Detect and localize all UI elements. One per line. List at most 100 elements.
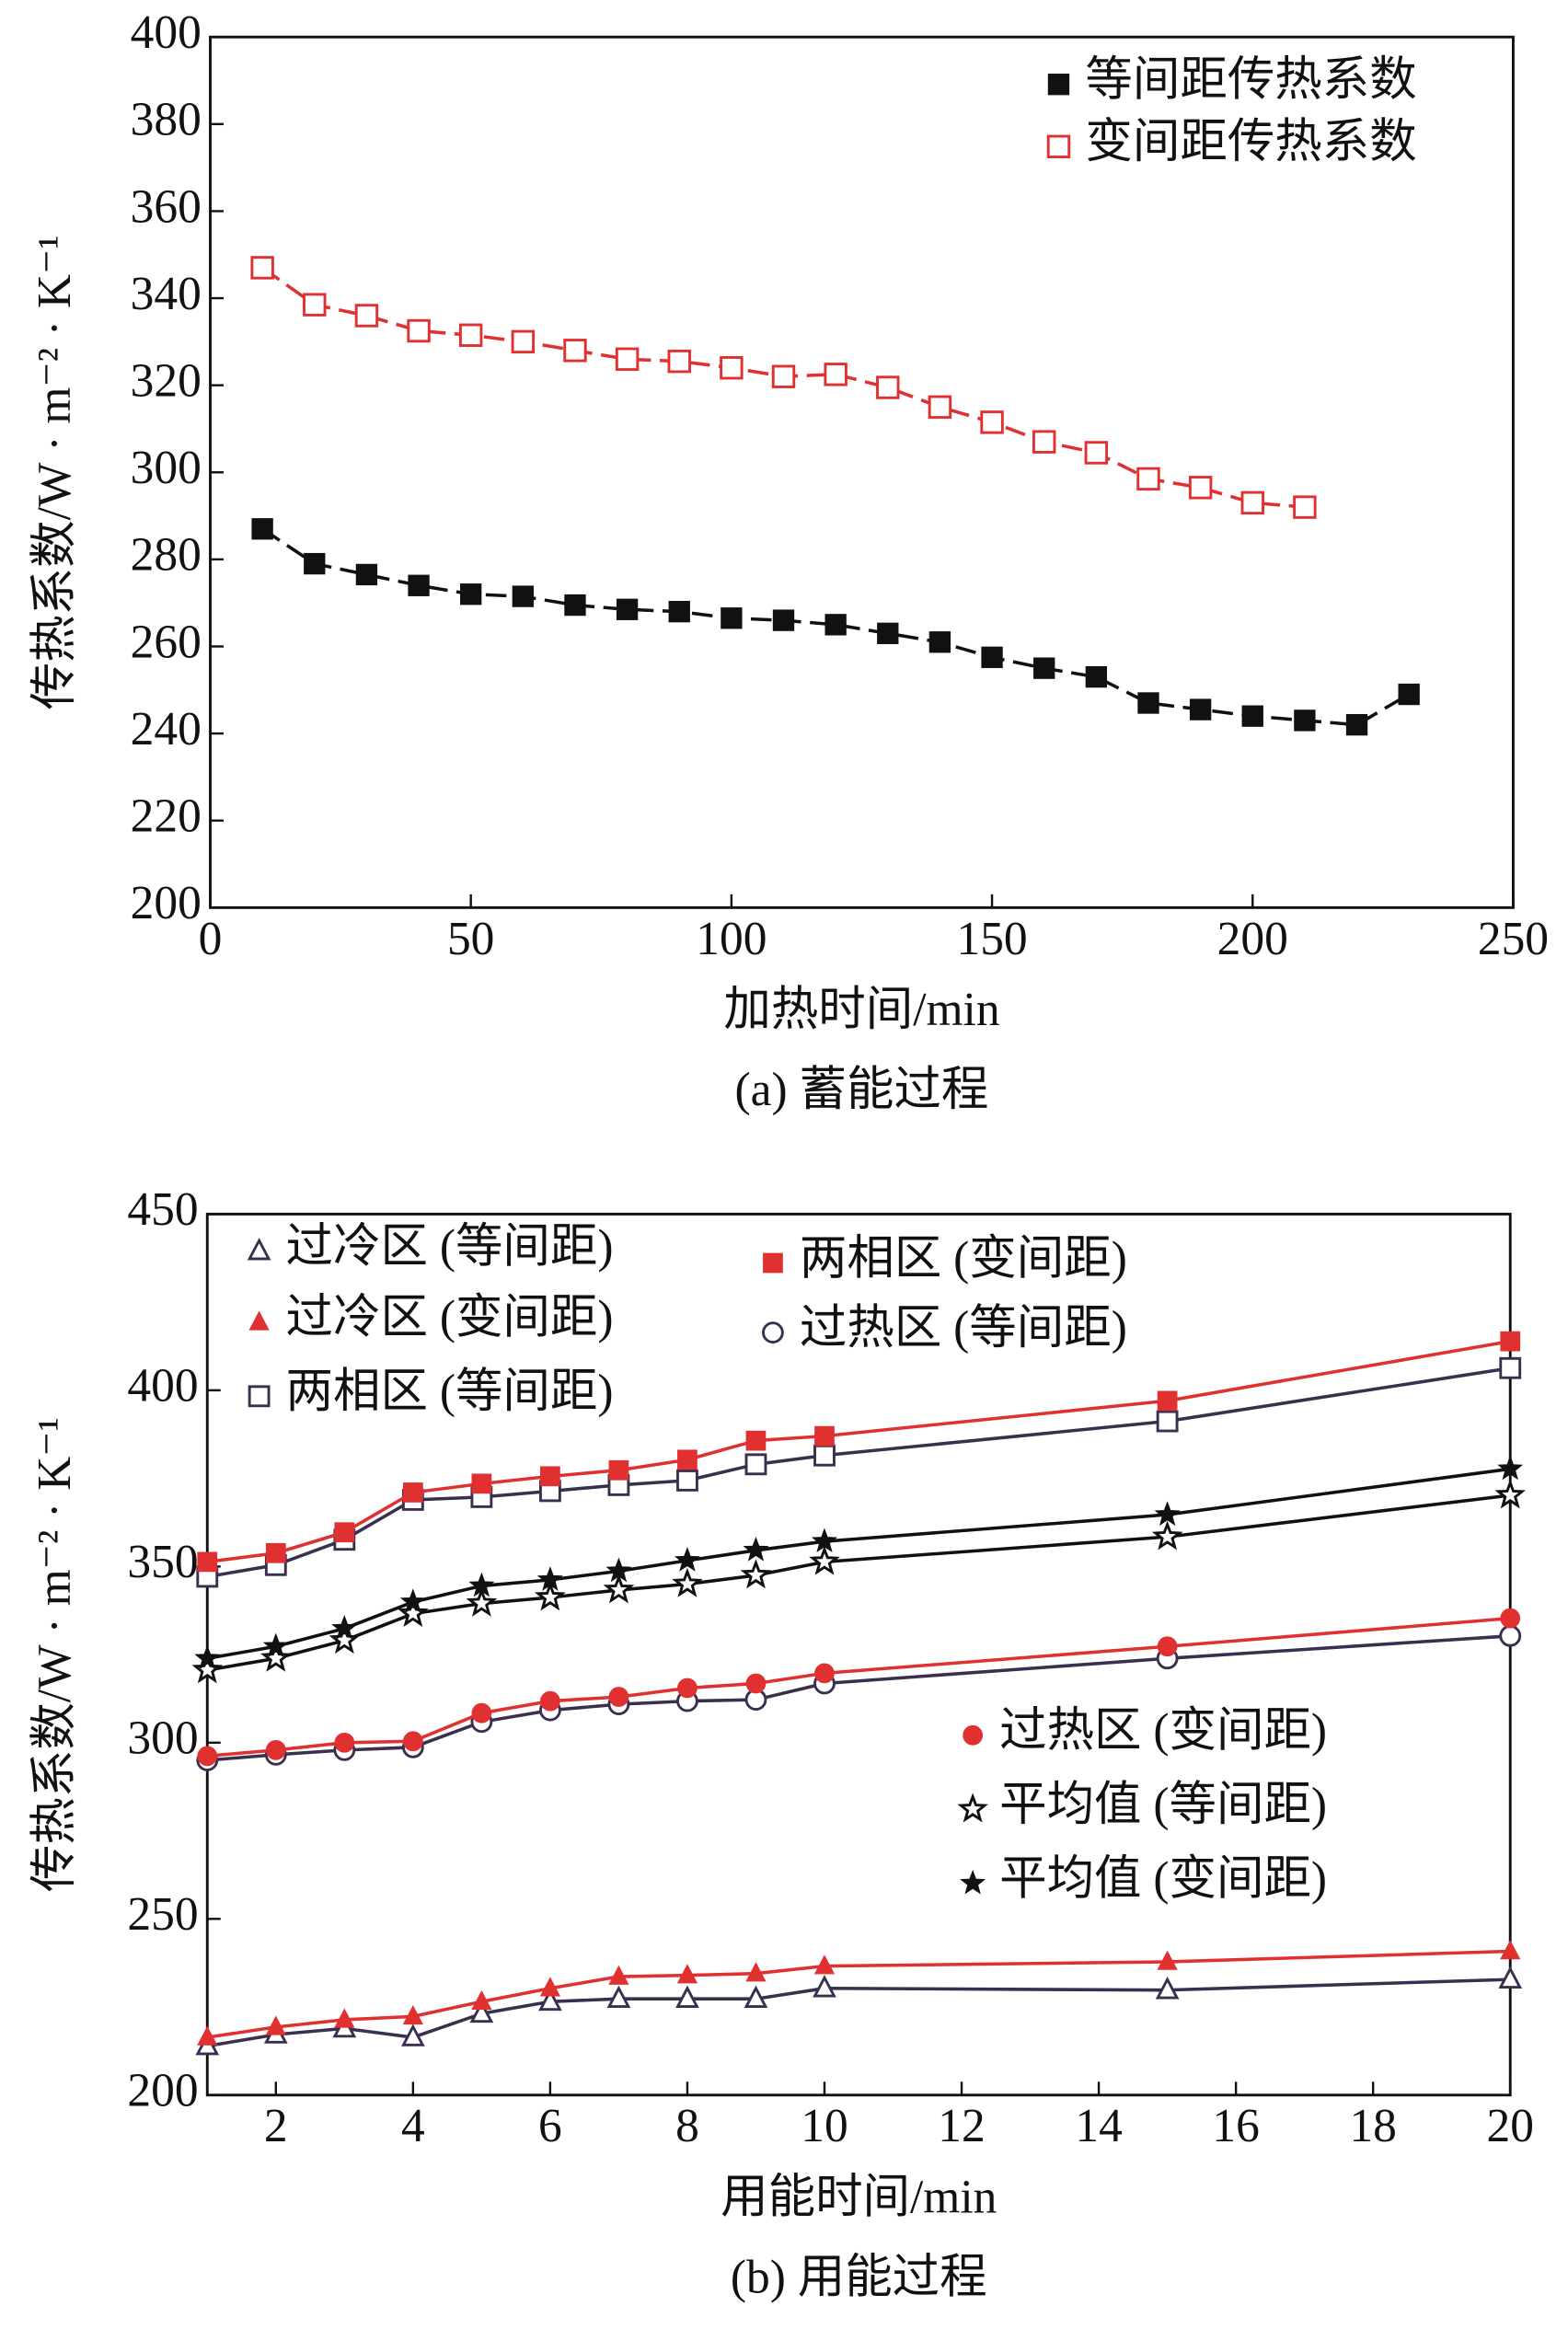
legend-label: 过热区 (变间距) — [999, 1705, 1327, 1758]
x-axis-title: 加热时间/min — [723, 984, 999, 1036]
marker — [743, 1536, 769, 1562]
marker — [408, 574, 430, 596]
marker — [534, 1581, 566, 1611]
x-tick-label: 250 — [1478, 913, 1549, 965]
marker — [334, 1522, 355, 1543]
x-tick-label: 12 — [938, 2100, 985, 2152]
marker — [824, 363, 847, 386]
marker — [1154, 1501, 1181, 1527]
marker — [400, 2023, 425, 2047]
marker — [615, 347, 640, 371]
marker — [876, 375, 900, 399]
marker — [355, 563, 378, 586]
marker — [721, 607, 743, 629]
marker — [824, 614, 847, 636]
marker — [762, 1321, 784, 1344]
series-line — [207, 1949, 1511, 2039]
x-tick-label: 6 — [538, 2100, 562, 2152]
legend-label: 过冷区 (等间距) — [286, 1220, 614, 1273]
marker — [262, 1632, 289, 1658]
marker — [668, 600, 690, 623]
marker — [1497, 1455, 1524, 1481]
marker — [1189, 698, 1212, 721]
marker — [402, 1731, 423, 1752]
marker — [402, 1482, 423, 1503]
marker — [1157, 1390, 1178, 1412]
y-tick-label: 280 — [131, 529, 202, 582]
marker — [744, 1453, 767, 1476]
marker — [1047, 74, 1070, 96]
marker — [265, 1542, 286, 1563]
marker — [512, 585, 534, 607]
x-tick-label: 10 — [801, 2100, 847, 2152]
y-tick-label: 250 — [127, 1888, 198, 1941]
marker — [334, 1732, 355, 1753]
marker — [928, 631, 951, 653]
series-line — [206, 1467, 1511, 1661]
marker — [1046, 134, 1071, 159]
marker — [1084, 441, 1109, 465]
marker — [603, 1574, 635, 1604]
marker — [745, 1962, 767, 1982]
marker — [677, 1678, 698, 1699]
marker — [675, 1985, 699, 2009]
marker — [809, 1545, 840, 1575]
marker — [1085, 665, 1108, 688]
marker — [1498, 1966, 1523, 1989]
marker — [957, 1793, 988, 1823]
marker — [538, 1988, 562, 2012]
marker — [667, 349, 691, 374]
marker — [334, 2008, 355, 2028]
x-tick-label: 4 — [401, 2100, 425, 2152]
marker — [251, 518, 273, 540]
marker — [1398, 683, 1420, 706]
series-line — [207, 1616, 1511, 1758]
marker — [564, 594, 586, 617]
marker — [563, 339, 587, 363]
marker — [194, 1644, 221, 1670]
marker — [1293, 495, 1317, 519]
series-line — [207, 1339, 1511, 1564]
marker — [265, 2015, 286, 2035]
marker — [1494, 1479, 1527, 1509]
marker — [469, 2000, 494, 2023]
marker — [814, 1425, 835, 1447]
marker — [304, 552, 326, 575]
y-tick-label: 380 — [131, 94, 202, 146]
marker — [1157, 1636, 1178, 1657]
marker — [354, 304, 379, 328]
series-line — [206, 1977, 1511, 2048]
marker — [536, 1566, 563, 1591]
caption: (b) 用能过程 — [731, 2251, 987, 2303]
legend-label: 两相区 (变间距) — [800, 1232, 1127, 1285]
marker — [740, 1559, 772, 1589]
marker — [814, 1663, 835, 1684]
y-axis-title: 传热系数/W · m⁻² · K⁻¹ — [29, 235, 81, 709]
marker — [471, 1989, 492, 2011]
marker — [928, 395, 952, 420]
marker — [197, 1746, 218, 1767]
marker — [458, 323, 483, 347]
marker — [540, 1690, 560, 1712]
x-tick-label: 150 — [956, 913, 1027, 965]
y-tick-label: 220 — [131, 790, 202, 843]
y-tick-label: 240 — [131, 703, 202, 755]
caption: (a) 蓄能过程 — [735, 1064, 989, 1116]
marker — [1033, 657, 1055, 679]
legend-label: 过热区 (等间距) — [800, 1302, 1127, 1355]
marker — [1157, 1950, 1178, 1970]
marker — [1499, 1624, 1522, 1647]
marker — [772, 609, 795, 631]
x-tick-label: 2 — [264, 2100, 288, 2152]
marker — [608, 1687, 629, 1707]
marker — [813, 1954, 836, 1975]
marker — [260, 1642, 292, 1672]
marker — [745, 1430, 767, 1451]
marker — [608, 1965, 629, 1985]
y-tick-label: 400 — [131, 6, 202, 59]
series-line — [261, 527, 1411, 727]
y-tick-label: 320 — [131, 354, 202, 407]
marker — [605, 1557, 632, 1583]
y-tick-label: 400 — [127, 1360, 198, 1412]
